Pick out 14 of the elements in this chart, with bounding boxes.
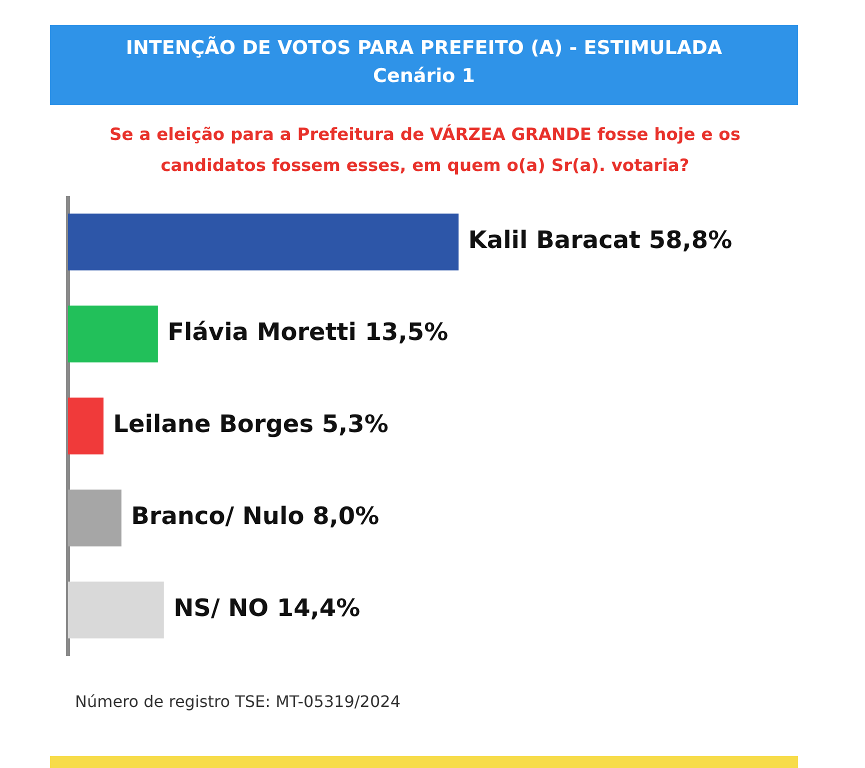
data-label: Leilane Borges 5,3% bbox=[113, 410, 388, 438]
text: Número de registro TSE: MT-05319/2024 bbox=[75, 692, 401, 711]
bar bbox=[68, 398, 104, 454]
data-label: NS/ NO 14,4% bbox=[174, 594, 360, 622]
bar bbox=[68, 214, 459, 270]
bar bbox=[68, 306, 158, 362]
data-label: Kalil Baracat 58,8% bbox=[468, 226, 732, 254]
chart-title: INTENÇÃO DE VOTOS PARA PREFEITO (A) - ESTIMULADA bbox=[124, 37, 724, 59]
bar bbox=[68, 582, 164, 638]
text: Se a eleição para a Prefeitura de VÁRZEA GRANDE fosse hoje e os candidatos fossem esses, em quem o(a) Sr(a). votaria? bbox=[108, 123, 742, 178]
data-label: Branco/ Nulo 8,0% bbox=[131, 502, 380, 530]
chart-subtitle: Cenário 1 bbox=[372, 65, 476, 87]
data-label: Flávia Moretti 13,5% bbox=[168, 318, 448, 346]
bar bbox=[68, 490, 122, 546]
